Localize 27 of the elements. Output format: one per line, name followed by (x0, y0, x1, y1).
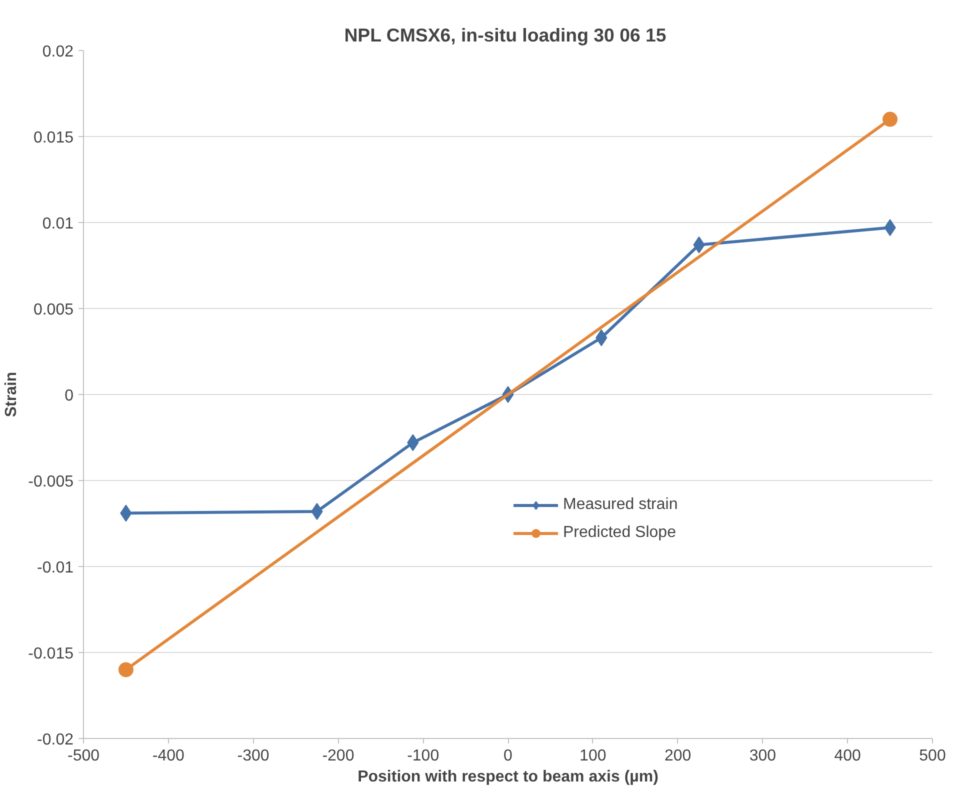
x-axis-title: Position with respect to beam axis (µm) (358, 768, 658, 786)
point (882, 112, 898, 127)
x-tick-label: 0 (504, 748, 513, 764)
y-tick-label: -0.01 (37, 560, 74, 576)
x-tick-label: -100 (407, 748, 440, 764)
x-tick-label: 500 (919, 748, 946, 764)
x-tick-label: 300 (749, 748, 776, 764)
legend-label: Predicted Slope (563, 524, 676, 542)
x-tick-label: -200 (322, 748, 354, 764)
y-tick-label: 0.01 (42, 216, 74, 232)
point (118, 662, 134, 678)
x-tick-label: -300 (237, 748, 270, 764)
x-tick-label: 100 (580, 748, 606, 764)
x-tick-label: 200 (664, 748, 692, 764)
legend-label: Measured strain (563, 496, 678, 514)
x-tick-label: -400 (152, 748, 185, 764)
y-tick-label: -0.005 (28, 474, 74, 490)
y-axis-title: Strain (3, 372, 20, 418)
y-tick-label: -0.02 (37, 732, 74, 748)
y-tick-label: 0 (64, 388, 74, 404)
x-tick-label: -500 (67, 748, 100, 764)
y-tick-label: 0.015 (33, 130, 74, 146)
y-tick-label: 0.02 (42, 44, 74, 60)
chart-title: NPL CMSX6, in-situ loading 30 06 15 (344, 24, 666, 46)
y-tick-label: 0.005 (33, 302, 74, 318)
x-tick-label: 400 (834, 748, 862, 764)
y-tick-label: -0.015 (28, 646, 74, 662)
